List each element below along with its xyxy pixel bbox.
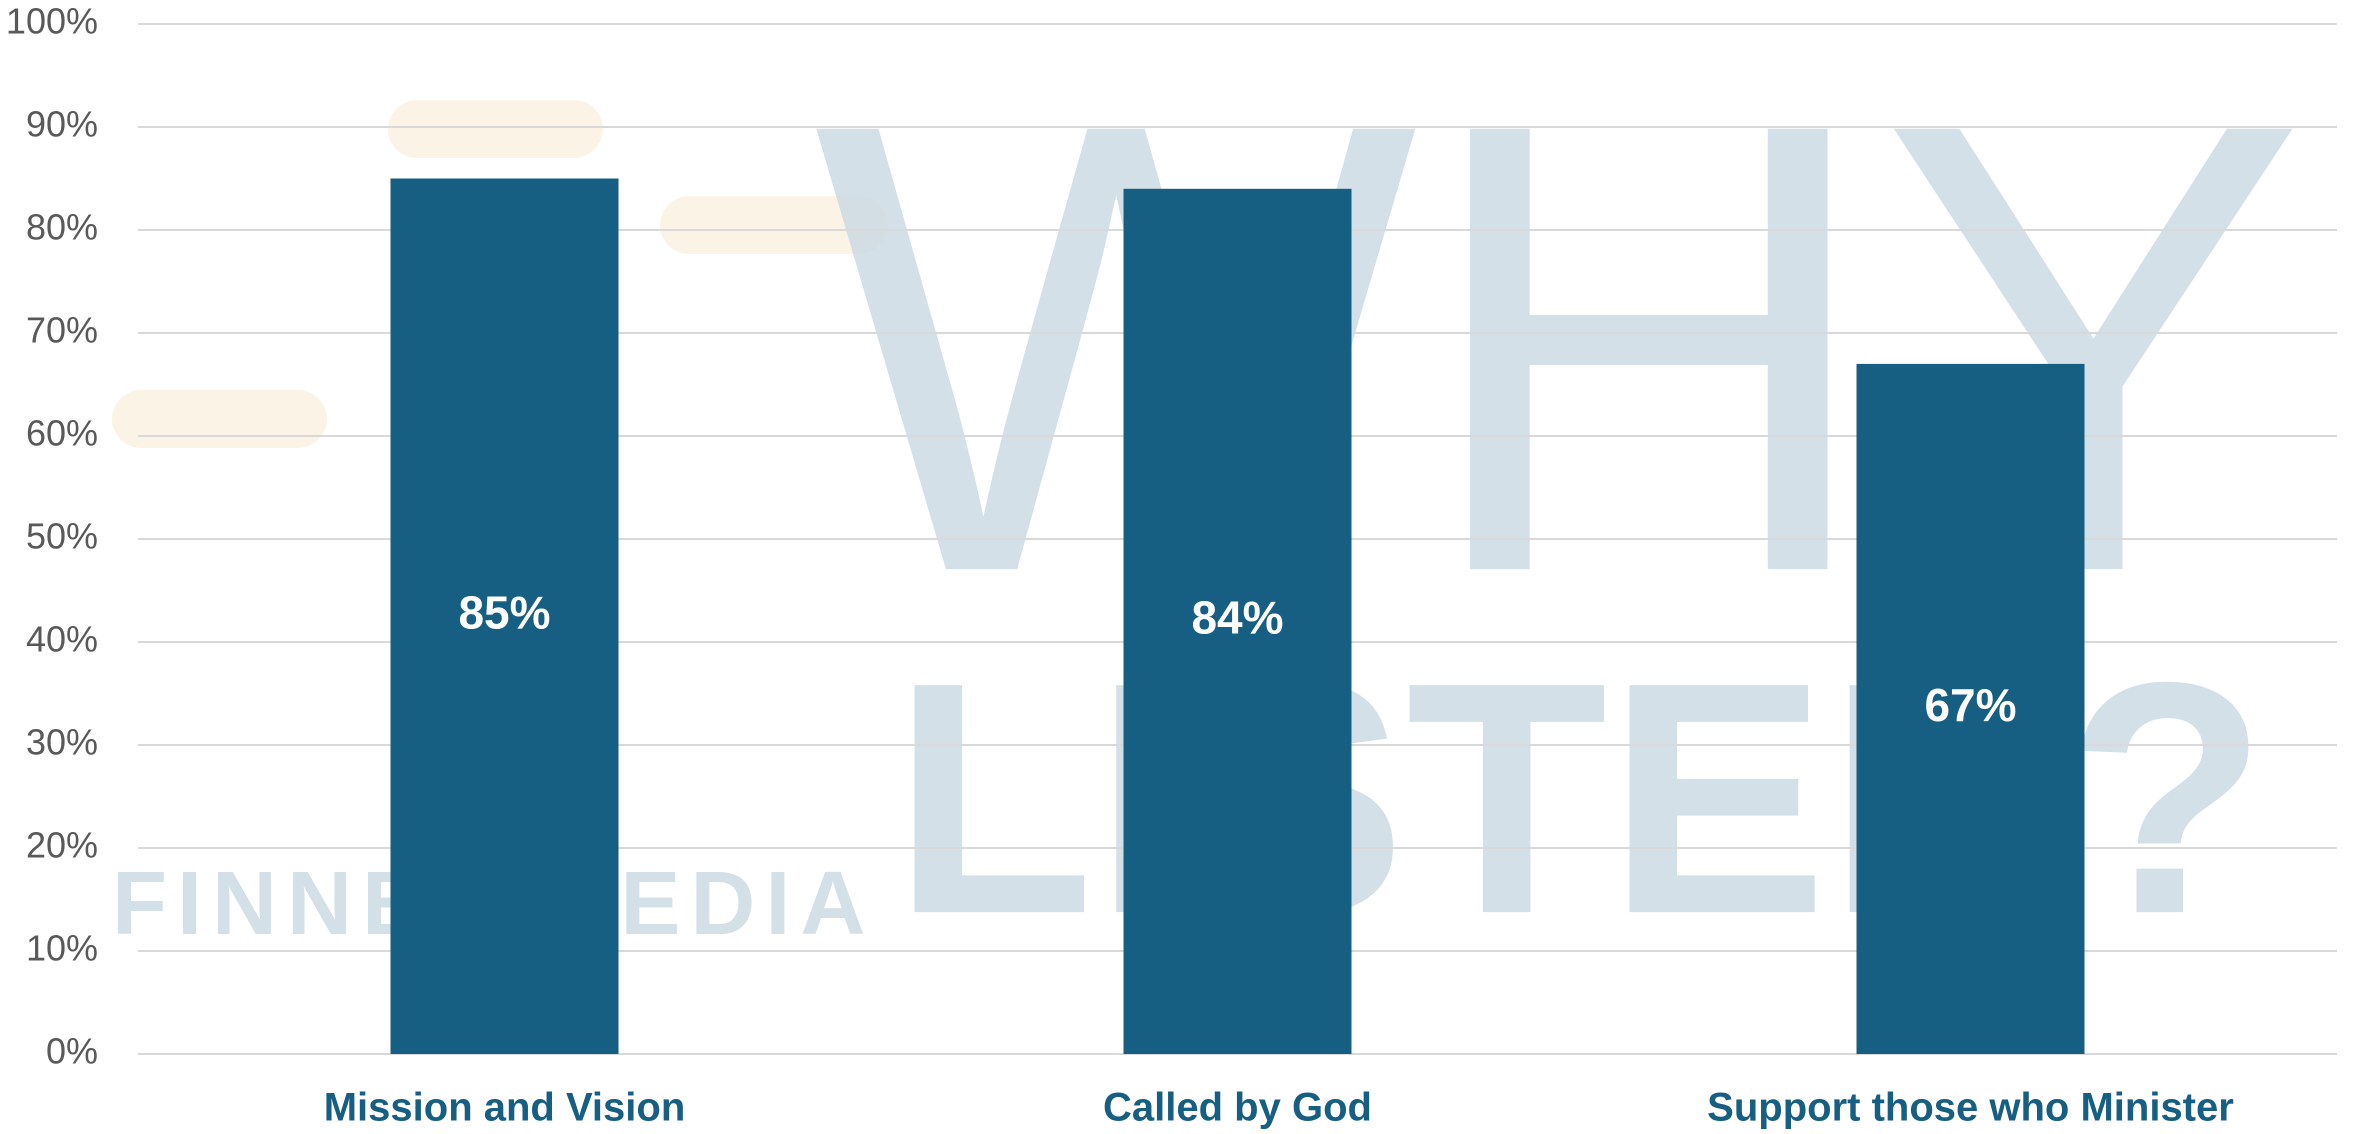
data-label: 84% bbox=[1191, 592, 1283, 644]
y-tick-label: 90% bbox=[26, 104, 98, 145]
y-tick-label: 60% bbox=[26, 413, 98, 454]
y-tick-label: 30% bbox=[26, 722, 98, 763]
bar bbox=[1123, 188, 1352, 1055]
bar bbox=[390, 178, 619, 1054]
data-label: 85% bbox=[458, 586, 550, 638]
watermark-shape bbox=[660, 196, 888, 254]
y-tick-label: 70% bbox=[26, 310, 98, 351]
watermark-shape bbox=[388, 100, 603, 158]
bar bbox=[1856, 363, 2085, 1054]
x-tick-label: Support those who Minister bbox=[1707, 1086, 2234, 1130]
y-tick-label: 100% bbox=[6, 1, 98, 42]
y-tick-label: 40% bbox=[26, 619, 98, 660]
y-tick-label: 50% bbox=[26, 516, 98, 557]
data-label: 67% bbox=[1924, 679, 2016, 731]
y-tick-label: 10% bbox=[26, 928, 98, 969]
y-tick-label: 80% bbox=[26, 207, 98, 248]
x-tick-label: Mission and Vision bbox=[324, 1086, 686, 1130]
y-tick-label: 0% bbox=[46, 1031, 98, 1072]
x-tick-label: Called by God bbox=[1103, 1086, 1372, 1130]
y-tick-label: 20% bbox=[26, 825, 98, 866]
watermark-shape bbox=[112, 390, 327, 448]
